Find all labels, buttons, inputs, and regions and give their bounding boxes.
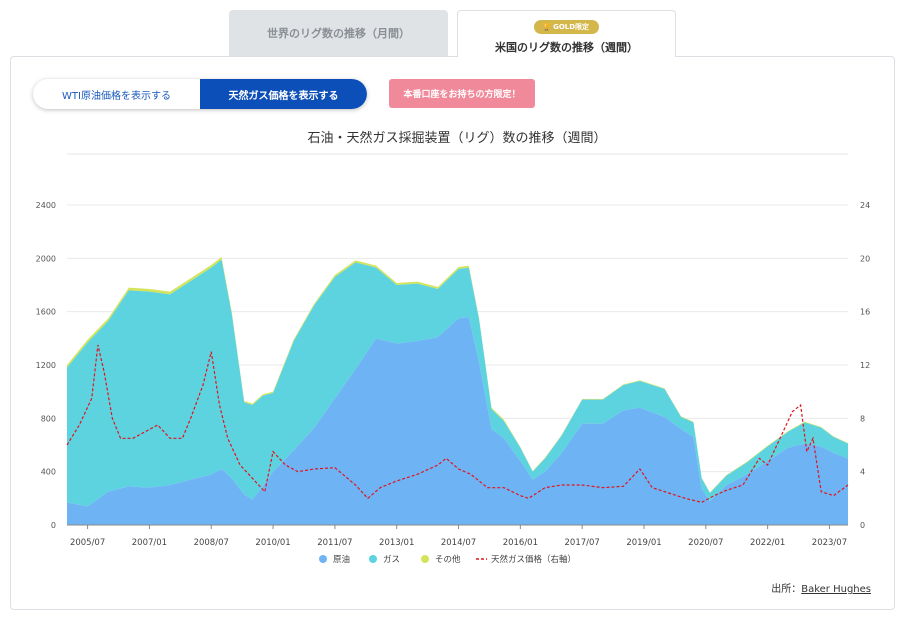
- x-tick-label: 2017/07: [565, 538, 600, 548]
- legend-label: その他: [435, 554, 461, 565]
- tab-world-label: 世界のリグ数の推移（月間）: [267, 27, 410, 40]
- trophy-icon: 🏆: [541, 22, 554, 31]
- gold-badge: 🏆 GOLD限定: [533, 19, 600, 34]
- y-left-tick-label: 1200: [36, 361, 56, 370]
- tab-us-label: 米国のリグ数の推移（週間）: [495, 40, 638, 54]
- area-oil: [67, 317, 848, 525]
- y-left-tick-label: 800: [41, 414, 56, 423]
- show-gas-button[interactable]: 天然ガス価格を表示する: [200, 79, 367, 109]
- y-right-tick-label: 16: [860, 308, 870, 317]
- x-tick-label: 2011/07: [317, 538, 352, 548]
- gas-price-line: [66, 344, 849, 503]
- y-right-tick-label: 8: [860, 414, 865, 423]
- x-tick-label: 2020/07: [688, 538, 723, 548]
- y-right-tick-label: 12: [860, 361, 870, 370]
- tab-world-rigs[interactable]: 世界のリグ数の推移（月間）: [229, 10, 448, 56]
- x-tick-label: 2008/07: [194, 538, 229, 548]
- legend-label: ガス: [383, 554, 400, 565]
- price-toggle: WTI原油価格を表示する 天然ガス価格を表示する: [33, 79, 367, 109]
- x-tick-label: 2005/07: [70, 538, 105, 548]
- x-tick-label: 2016/01: [503, 538, 538, 548]
- area-gas: [67, 259, 848, 507]
- y-left-tick-label: 2000: [36, 254, 56, 263]
- legend-label: 原油: [333, 554, 350, 565]
- y-right-tick-label: 0: [860, 521, 865, 530]
- chart-title: 石油・天然ガス採掘装置（リグ）数の推移（週間）: [307, 131, 607, 146]
- source-note: 出所：Baker Hughes: [771, 580, 871, 595]
- y-left-tick-label: 0: [51, 521, 56, 530]
- y-right-tick-label: 20: [860, 254, 870, 263]
- x-tick-label: 2007/01: [132, 538, 167, 548]
- y-left-tick-label: 1600: [36, 308, 56, 317]
- x-tick-label: 2013/01: [379, 538, 414, 548]
- x-tick-label: 2019/01: [626, 538, 661, 548]
- y-right-tick-label: 4: [860, 468, 865, 477]
- show-wti-button[interactable]: WTI原油価格を表示する: [62, 90, 171, 102]
- x-tick-label: 2022/01: [750, 538, 785, 548]
- y-right-tick-label: 24: [860, 201, 870, 210]
- x-tick-label: 2023/07: [812, 538, 847, 548]
- live-account-badge: 本番口座をお持ちの方限定！: [389, 79, 535, 108]
- legend-marker-other: [421, 555, 429, 563]
- x-tick-label: 2010/01: [255, 538, 290, 548]
- legend-marker-oil: [319, 555, 327, 563]
- tab-us-rigs[interactable]: 🏆 GOLD限定 米国のリグ数の推移（週間）: [457, 10, 676, 57]
- source-link[interactable]: Baker Hughes: [801, 584, 871, 595]
- y-left-tick-label: 400: [41, 468, 56, 477]
- x-tick-label: 2014/07: [441, 538, 476, 548]
- gold-badge-label: GOLD限定: [553, 22, 590, 31]
- source-label: 出所：: [771, 584, 802, 595]
- legend-marker-gas: [369, 555, 377, 563]
- legend-label: 天然ガス価格（右軸）: [491, 554, 576, 565]
- y-left-tick-label: 2400: [36, 201, 56, 210]
